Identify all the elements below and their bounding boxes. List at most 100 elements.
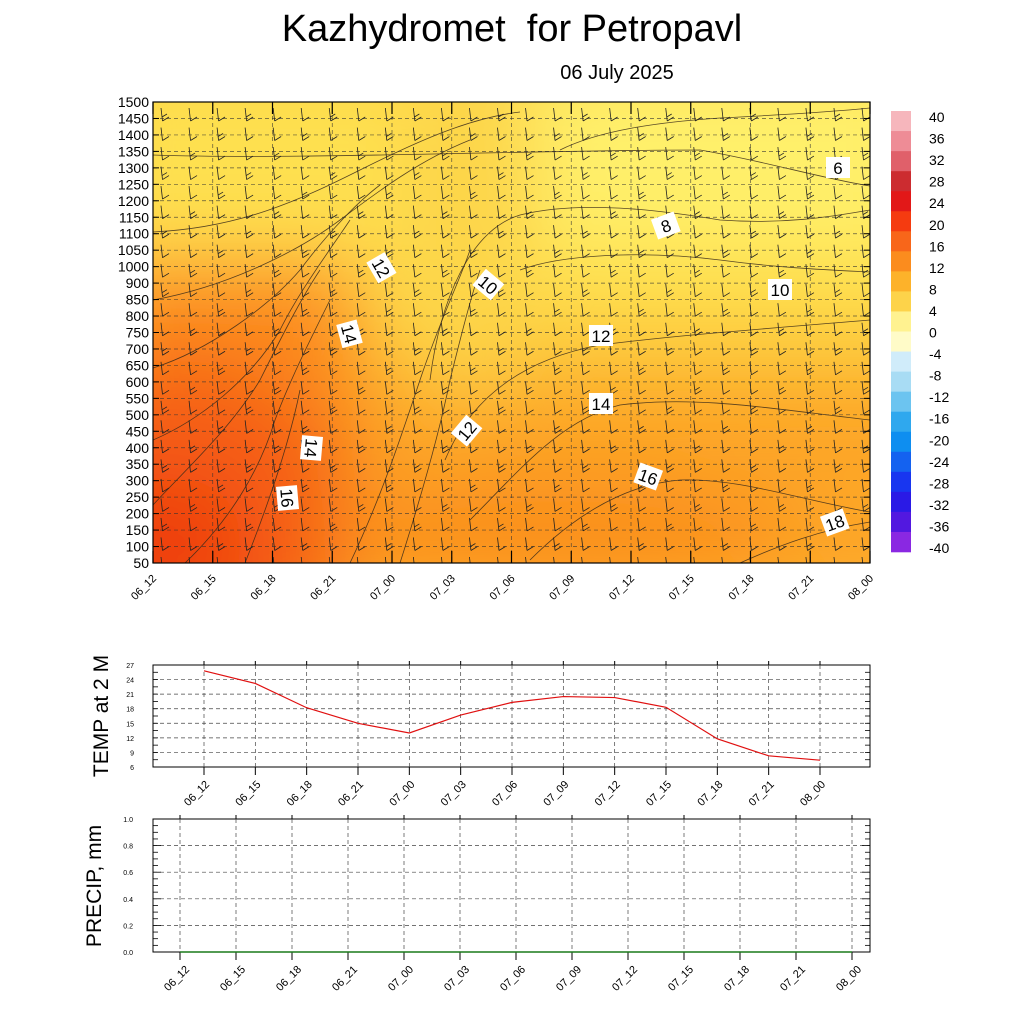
wind-barb-flag [723, 448, 731, 454]
wind-barb-flag [190, 233, 198, 239]
wind-barb-flag [470, 389, 478, 395]
wind-barb-flag [667, 507, 674, 512]
wind-barb [188, 225, 191, 239]
wind-barb-flag [751, 507, 759, 512]
wind-barb [553, 381, 556, 395]
temp-x-tick-label: 07_06 [490, 779, 520, 809]
wind-barb [441, 517, 444, 532]
wind-barb [469, 146, 472, 161]
wind-barb-flag [779, 507, 787, 512]
wind-barb [300, 517, 304, 532]
x-tick-label: 07_18 [727, 573, 757, 603]
wind-barb [777, 303, 780, 317]
wind-barb [805, 166, 808, 180]
wind-barb-flag [695, 487, 702, 493]
wind-barb [497, 264, 500, 278]
wind-barb [693, 127, 696, 141]
wind-barb-flag [807, 311, 815, 317]
wind-barb-flag [161, 523, 168, 528]
wind-barb-flag [246, 311, 254, 317]
wind-barb [637, 127, 640, 141]
wind-barb-flag [162, 292, 170, 298]
wind-barb [721, 459, 724, 473]
wind-barb [412, 166, 416, 180]
wind-barb-flag [554, 543, 560, 547]
wind-barb-flag [386, 389, 394, 395]
temp-y-tick-label: 12 [126, 736, 134, 743]
colorbar-swatch [891, 491, 911, 513]
wind-barb-flag [470, 194, 478, 200]
wind-barb-flag [751, 389, 759, 395]
wind-barb [188, 439, 191, 453]
wind-barb [777, 322, 780, 336]
wind-barb-flag [554, 272, 562, 278]
wind-barb-flag [554, 253, 562, 258]
wind-barb-flag [162, 429, 170, 434]
y-tick-label: 1250 [118, 176, 149, 192]
wind-barb-flag [638, 116, 646, 122]
wind-barb [384, 556, 387, 563]
wind-barb [160, 478, 163, 492]
wind-barb [328, 556, 331, 563]
wind-barb-flag [442, 526, 450, 532]
wind-barb [749, 420, 752, 434]
colorbar-label: 4 [929, 303, 937, 319]
temp-y-tick-label: 27 [126, 663, 134, 670]
wind-barb [272, 127, 276, 141]
wind-barb [553, 361, 556, 375]
wind-barb-flag [638, 155, 646, 161]
wind-barb [749, 146, 752, 161]
wind-barb-flag [274, 389, 282, 395]
wind-barb [272, 361, 276, 375]
wind-barb-flag [498, 233, 506, 239]
wind-barb [525, 342, 528, 356]
wind-barb [609, 478, 612, 492]
wind-barb [469, 283, 472, 297]
colorbar-label: -40 [929, 540, 949, 556]
wind-barb-flag [358, 445, 364, 450]
wind-barb-flag [666, 113, 672, 118]
wind-barb-flag [330, 448, 338, 454]
wind-barb-flag [779, 155, 787, 161]
wind-barb [384, 381, 388, 395]
y-tick-label: 250 [126, 489, 150, 505]
wind-barb [637, 225, 640, 239]
wind-barb [777, 556, 779, 563]
wind-barb-flag [723, 194, 731, 200]
wind-barb-flag [695, 214, 702, 219]
wind-barb-flag [667, 389, 674, 395]
wind-barb-flag [694, 152, 700, 157]
wind-barb-flag [667, 429, 674, 434]
wind-barb [272, 244, 276, 258]
wind-barb-flag [863, 214, 870, 219]
wind-barb [609, 537, 612, 551]
wind-barb [441, 400, 444, 414]
wind-barb-flag [442, 409, 450, 415]
wind-barb [721, 127, 724, 141]
wind-barb-flag [442, 136, 450, 141]
wind-barb-flag [526, 214, 534, 219]
colorbar-label: -32 [929, 497, 949, 513]
wind-barb-flag [554, 389, 562, 395]
wind-barb-flag [694, 504, 700, 508]
wind-barb-flag [218, 507, 226, 512]
wind-barb [693, 322, 696, 336]
wind-barb-flag [610, 269, 616, 274]
wind-barb-flag [498, 175, 506, 180]
precip-x-tick-label: 07_03 [442, 964, 472, 994]
wind-barb-flag [582, 448, 590, 454]
wind-barb-flag [527, 566, 534, 570]
wind-barb-flag [835, 331, 843, 337]
wind-barb [469, 244, 472, 258]
wind-barb-flag [218, 409, 226, 415]
wind-barb-flag [442, 429, 450, 434]
wind-barb [216, 166, 219, 180]
wind-barb-flag [695, 409, 702, 415]
wind-barb-flag [723, 389, 731, 395]
wind-barb [272, 186, 276, 200]
wind-barb [861, 225, 864, 239]
wind-barb [412, 361, 416, 375]
wind-barb-flag [610, 546, 618, 551]
wind-barb [384, 303, 388, 317]
wind-barb [665, 556, 667, 563]
